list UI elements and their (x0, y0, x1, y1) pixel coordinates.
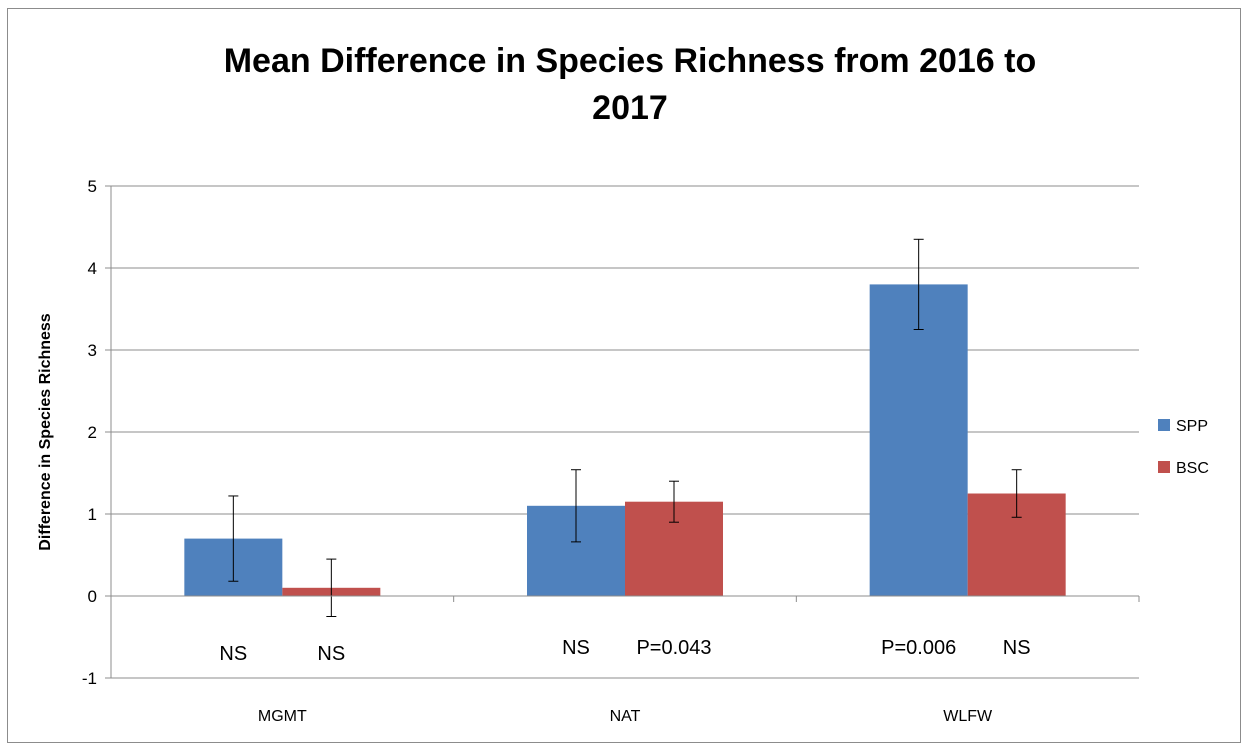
y-tick-label-6: 5 (88, 177, 97, 196)
chart-frame (7, 8, 1241, 743)
error-bar-bsc-mgmt (326, 558, 337, 617)
significance-label-bsc-mgmt: NS (317, 643, 345, 665)
significance-label-bsc-wlfw: NS (1003, 637, 1031, 659)
y-tick-label-5: 4 (88, 259, 97, 278)
y-tick-label-3: 2 (88, 423, 97, 442)
significance-label-spp-wlfw: P=0.006 (881, 637, 956, 659)
chart-title-line-1: Mean Difference in Species Richness from… (224, 42, 1037, 80)
category-label-mgmt: MGMT (258, 708, 307, 725)
significance-label-spp-mgmt: NS (219, 643, 247, 665)
legend-label-spp: SPP (1176, 418, 1208, 435)
error-bar-spp-nat (571, 469, 581, 543)
y-axis-label: Difference in Species Richness (37, 313, 54, 551)
error-bar-spp-wlfw (913, 238, 924, 330)
legend-item-spp: SPP (1158, 418, 1208, 435)
legend-swatch-bsc (1158, 461, 1170, 473)
legend-swatch-spp (1158, 419, 1170, 431)
y-tick-label-0: -1 (82, 669, 97, 688)
axes (105, 185, 1140, 679)
significance-label-spp-nat: NS (562, 637, 590, 659)
significance-label-bsc-nat: P=0.043 (636, 637, 711, 659)
bars (184, 284, 1066, 596)
error-bar-bsc-nat (669, 480, 679, 523)
error-bar-bsc-wlfw (1011, 469, 1022, 518)
category-label-nat: NAT (610, 708, 641, 725)
y-tick-label-1: 0 (88, 587, 97, 606)
legend-label-bsc: BSC (1176, 460, 1209, 477)
chart-title-line-2: 2017 (592, 89, 668, 127)
gridlines (111, 185, 1139, 679)
error-bar-spp-mgmt (228, 495, 239, 582)
category-label-wlfw: WLFW (943, 708, 993, 725)
y-tick-label-2: 1 (88, 505, 97, 524)
bar-spp-wlfw (869, 284, 968, 596)
error-bars (228, 238, 1022, 617)
y-tick-label-4: 3 (88, 341, 97, 360)
labels: -1 0 1 2 3 4 5 NS NS P=0.006 NS P=0.043 NS MGMT NAT WLF… (82, 177, 1031, 725)
legend-item-bsc: BSC (1158, 460, 1209, 477)
legend: SPP BSC (1158, 418, 1209, 477)
